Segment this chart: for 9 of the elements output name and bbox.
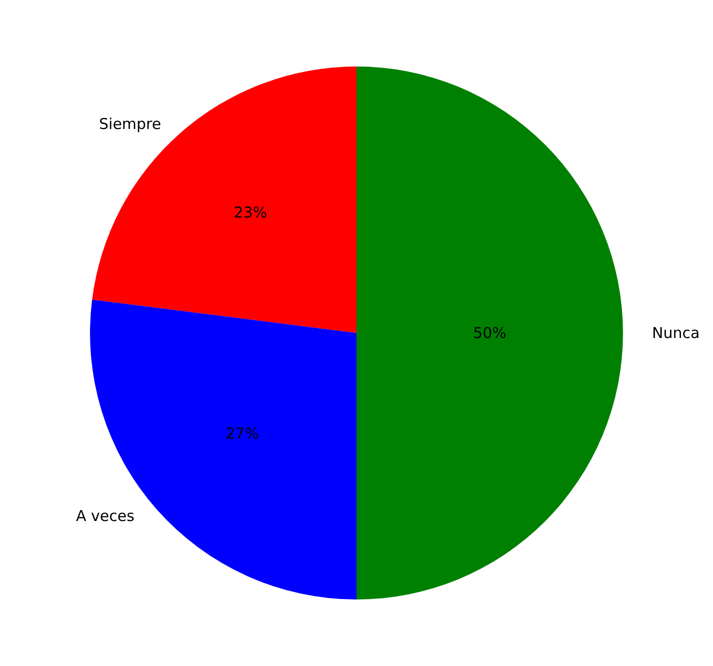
slice-label: Nunca (652, 324, 700, 342)
data-label: 23% (234, 204, 268, 222)
slice-label: A veces (76, 507, 135, 525)
pie-slice (90, 300, 356, 600)
pie-slice (356, 66, 622, 600)
data-label: 50% (473, 324, 506, 342)
data-label: 27% (226, 424, 259, 443)
pie-slice (92, 66, 356, 333)
slice-label: Siempre (99, 115, 162, 133)
